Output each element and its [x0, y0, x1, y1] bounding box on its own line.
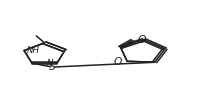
Text: S: S: [49, 62, 55, 72]
Text: O: O: [113, 57, 121, 67]
Text: N: N: [46, 59, 53, 68]
Text: NH: NH: [27, 45, 39, 55]
Text: O: O: [136, 35, 145, 45]
